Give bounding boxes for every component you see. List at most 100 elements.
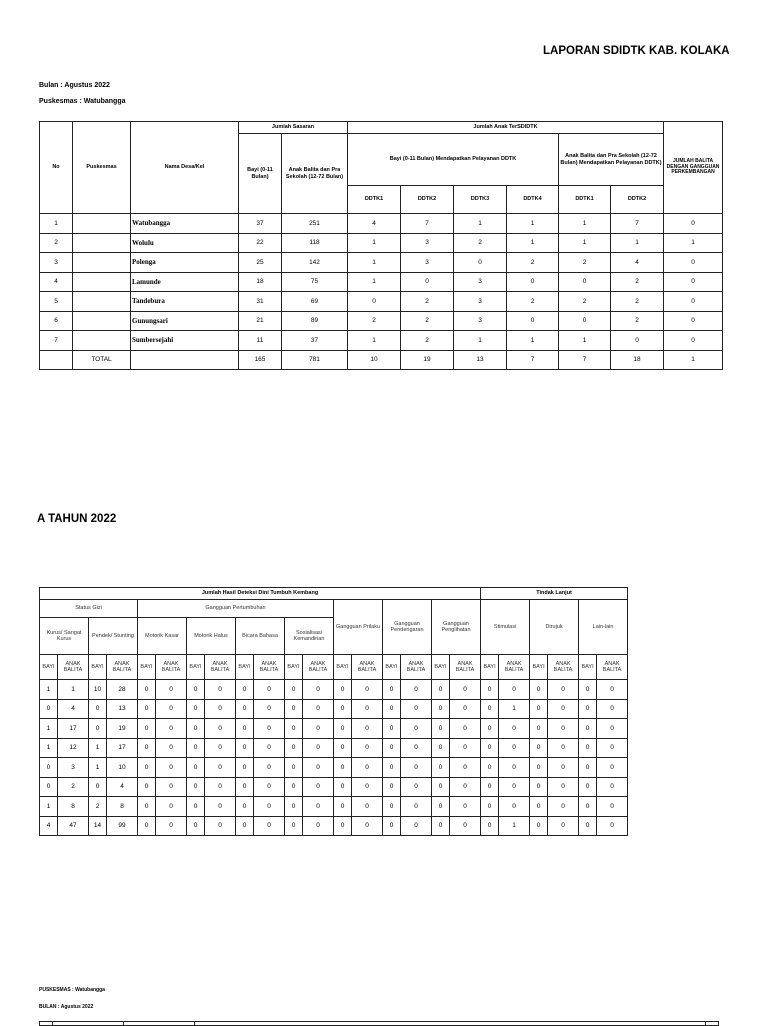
header-anak-balita: ANAK BALITA: [351, 654, 383, 680]
header-status-gizi: Status Gizi: [39, 599, 138, 618]
row-puskesmas: [72, 271, 131, 292]
row-value: 0: [529, 737, 549, 758]
row-puskesmas: [72, 252, 131, 273]
table-row: 2 Wolulu 22 118 1 3 2 1 1 1 1: [39, 232, 724, 253]
row-value: 31: [238, 291, 282, 312]
row-value: 1: [88, 757, 107, 778]
row-value: 0: [400, 698, 432, 719]
row-value: 0: [498, 776, 531, 797]
row-value: 2: [506, 252, 559, 273]
row-value: 0: [302, 796, 334, 817]
row-value: 25: [238, 252, 282, 273]
header-ddtk: DDTK1: [347, 185, 401, 214]
table-row: 1 1 10 28 0 0 0 0 0 0 0 0 0 0 0 0 0 0 0 0 0 0 0 0: [39, 679, 629, 700]
header-gangguan: JUMLAH BALITA DENGAN GANGGUAN PERKEMBANG…: [663, 121, 724, 214]
row-value: 0: [609, 330, 665, 351]
row-value: 0: [431, 718, 450, 739]
row-value: 0: [400, 815, 432, 836]
row-no: 5: [39, 291, 73, 312]
row-value: 0: [578, 698, 598, 719]
row-value: 0: [333, 815, 352, 836]
row-value: 0: [382, 815, 401, 836]
row-value: 1: [558, 330, 611, 351]
row-puskesmas: [72, 232, 131, 253]
header-sasaran: Jumlah Sasaran: [238, 121, 348, 134]
row-value: 89: [281, 310, 348, 331]
total-row: TOTAL 165 781 10 19 13 7 7 18 1: [39, 349, 724, 370]
row-value: 0: [448, 815, 482, 836]
row-value: 0: [382, 776, 401, 797]
row-value: 0: [431, 776, 450, 797]
row-value: 0: [596, 718, 629, 739]
header-anak-ddtk: Anak Balita dan Pra Sekolah (12-72 Bulan…: [557, 133, 665, 186]
row-value: 0: [663, 310, 724, 331]
row-value: 0: [400, 796, 432, 817]
row-value: 0: [347, 291, 401, 312]
row-value: 0: [596, 737, 629, 758]
header-bayi: BAYI: [480, 654, 500, 680]
row-value: 0: [186, 796, 205, 817]
row-value: 0: [284, 698, 303, 719]
header-anak-balita: ANAK BALITA: [302, 654, 334, 680]
table-row: 0 4 0 13 0 0 0 0 0 0 0 0 0 0 0 0 0 0 0 1 0 0 0 0: [39, 698, 629, 719]
row-value: 0: [596, 757, 629, 778]
row-value: 1: [39, 796, 58, 817]
header-subcategory: Motorik Kasar: [137, 617, 187, 655]
row-value: 3: [57, 757, 89, 778]
row-value: 3: [453, 271, 507, 292]
row-value: 0: [547, 757, 580, 778]
row-value: 0: [431, 698, 450, 719]
row-value: 0: [480, 815, 500, 836]
row-value: 0: [204, 815, 236, 836]
row-value: 0: [480, 698, 500, 719]
header-bayi: BAYI: [284, 654, 303, 680]
row-value: 0: [400, 271, 454, 292]
row-value: 1: [506, 232, 559, 253]
row-value: 0: [382, 698, 401, 719]
row-value: 0: [155, 796, 187, 817]
row-value: 0: [448, 679, 482, 700]
header-anak-balita: ANAK BALITA: [400, 654, 432, 680]
row-value: 0: [137, 698, 156, 719]
header-gangguan-pendengaran: Gangguan Pendengaran: [382, 599, 432, 655]
header-no: No: [39, 121, 73, 214]
header-subcategory: Kurus/ Sangat Kurus: [39, 617, 89, 655]
row-value: 18: [238, 271, 282, 292]
row-value: 0: [235, 679, 254, 700]
header-anak-balita: ANAK BALITA: [498, 654, 531, 680]
header-gangguan-pertumbuhan: Gangguan Pertumbuhan: [137, 599, 334, 618]
header-gangguan-penglihatan: Gangguan Penglihatan: [430, 599, 482, 655]
row-value: 0: [596, 776, 629, 797]
row-value: 3: [400, 252, 454, 273]
table-row: 6 Gunungsari 21 89 2 2 3 0 0 2 0: [39, 310, 724, 331]
row-puskesmas: [72, 330, 131, 351]
row-value: 8: [106, 796, 138, 817]
row-desa: Sumbersejahi: [130, 330, 239, 351]
row-value: 0: [88, 718, 107, 739]
row-value: 0: [39, 757, 58, 778]
row-value: 0: [596, 815, 629, 836]
row-value: 0: [480, 776, 500, 797]
row-value: 0: [547, 776, 580, 797]
row-value: 0: [302, 815, 334, 836]
row-value: 19: [106, 718, 138, 739]
row-no: 2: [39, 232, 73, 253]
row-value: 0: [498, 718, 531, 739]
header-bayi: BAYI: [39, 654, 58, 680]
footer-month: BULAN : Agustus 2022: [39, 1004, 94, 1010]
header-bayi: BAYI: [88, 654, 107, 680]
row-value: 1: [453, 213, 507, 234]
row-no: 6: [39, 310, 73, 331]
row-no: 4: [39, 271, 73, 292]
row-value: 0: [529, 718, 549, 739]
row-value: 4: [609, 252, 665, 273]
header-anak: Anak Balita dan Pra Sekolah (12-72 Bulan…: [281, 133, 348, 214]
header-bayi: BAYI: [382, 654, 401, 680]
row-value: 0: [302, 698, 334, 719]
header-lain-lain: Lain-lain: [578, 599, 629, 655]
row-value: 1: [39, 679, 58, 700]
header-ddtk: DDTK1: [558, 185, 611, 214]
row-value: 1: [347, 271, 401, 292]
row-value: 1: [609, 232, 665, 253]
row-value: 0: [333, 698, 352, 719]
